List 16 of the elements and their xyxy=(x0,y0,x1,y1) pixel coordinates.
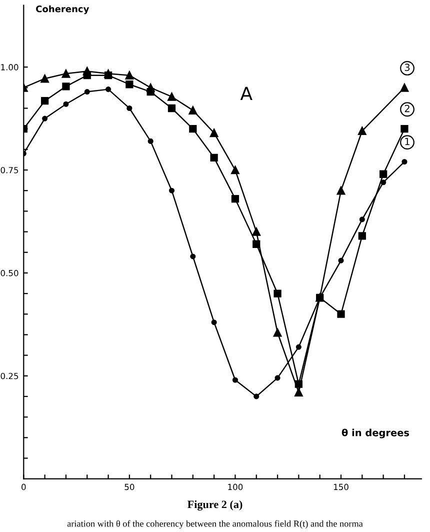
x-tick-label: 50 xyxy=(124,484,134,490)
x-tick-label: 150 xyxy=(334,484,348,490)
y-tick-label: 0.75 xyxy=(0,166,18,174)
caption: Figure 2 (a) xyxy=(188,500,242,511)
x-tick-label: 100 xyxy=(228,484,243,490)
text: ariation with θ of the coherency between the anomalous field R(t) and the norma xyxy=(67,520,363,529)
text: A xyxy=(240,86,252,100)
series-label: 1 xyxy=(405,138,410,146)
y-tick-label: 1.00 xyxy=(1,64,18,70)
y-tick-label: 0.50 xyxy=(0,270,18,276)
x-axis-title: θ in degrees xyxy=(342,428,410,438)
series-label: 2 xyxy=(404,104,410,112)
series-label: 3 xyxy=(404,64,410,72)
y-tick-label: 0.25 xyxy=(0,372,18,380)
x-tick-label: 0 xyxy=(22,484,26,490)
y-axis-title: Coherency xyxy=(36,5,90,14)
